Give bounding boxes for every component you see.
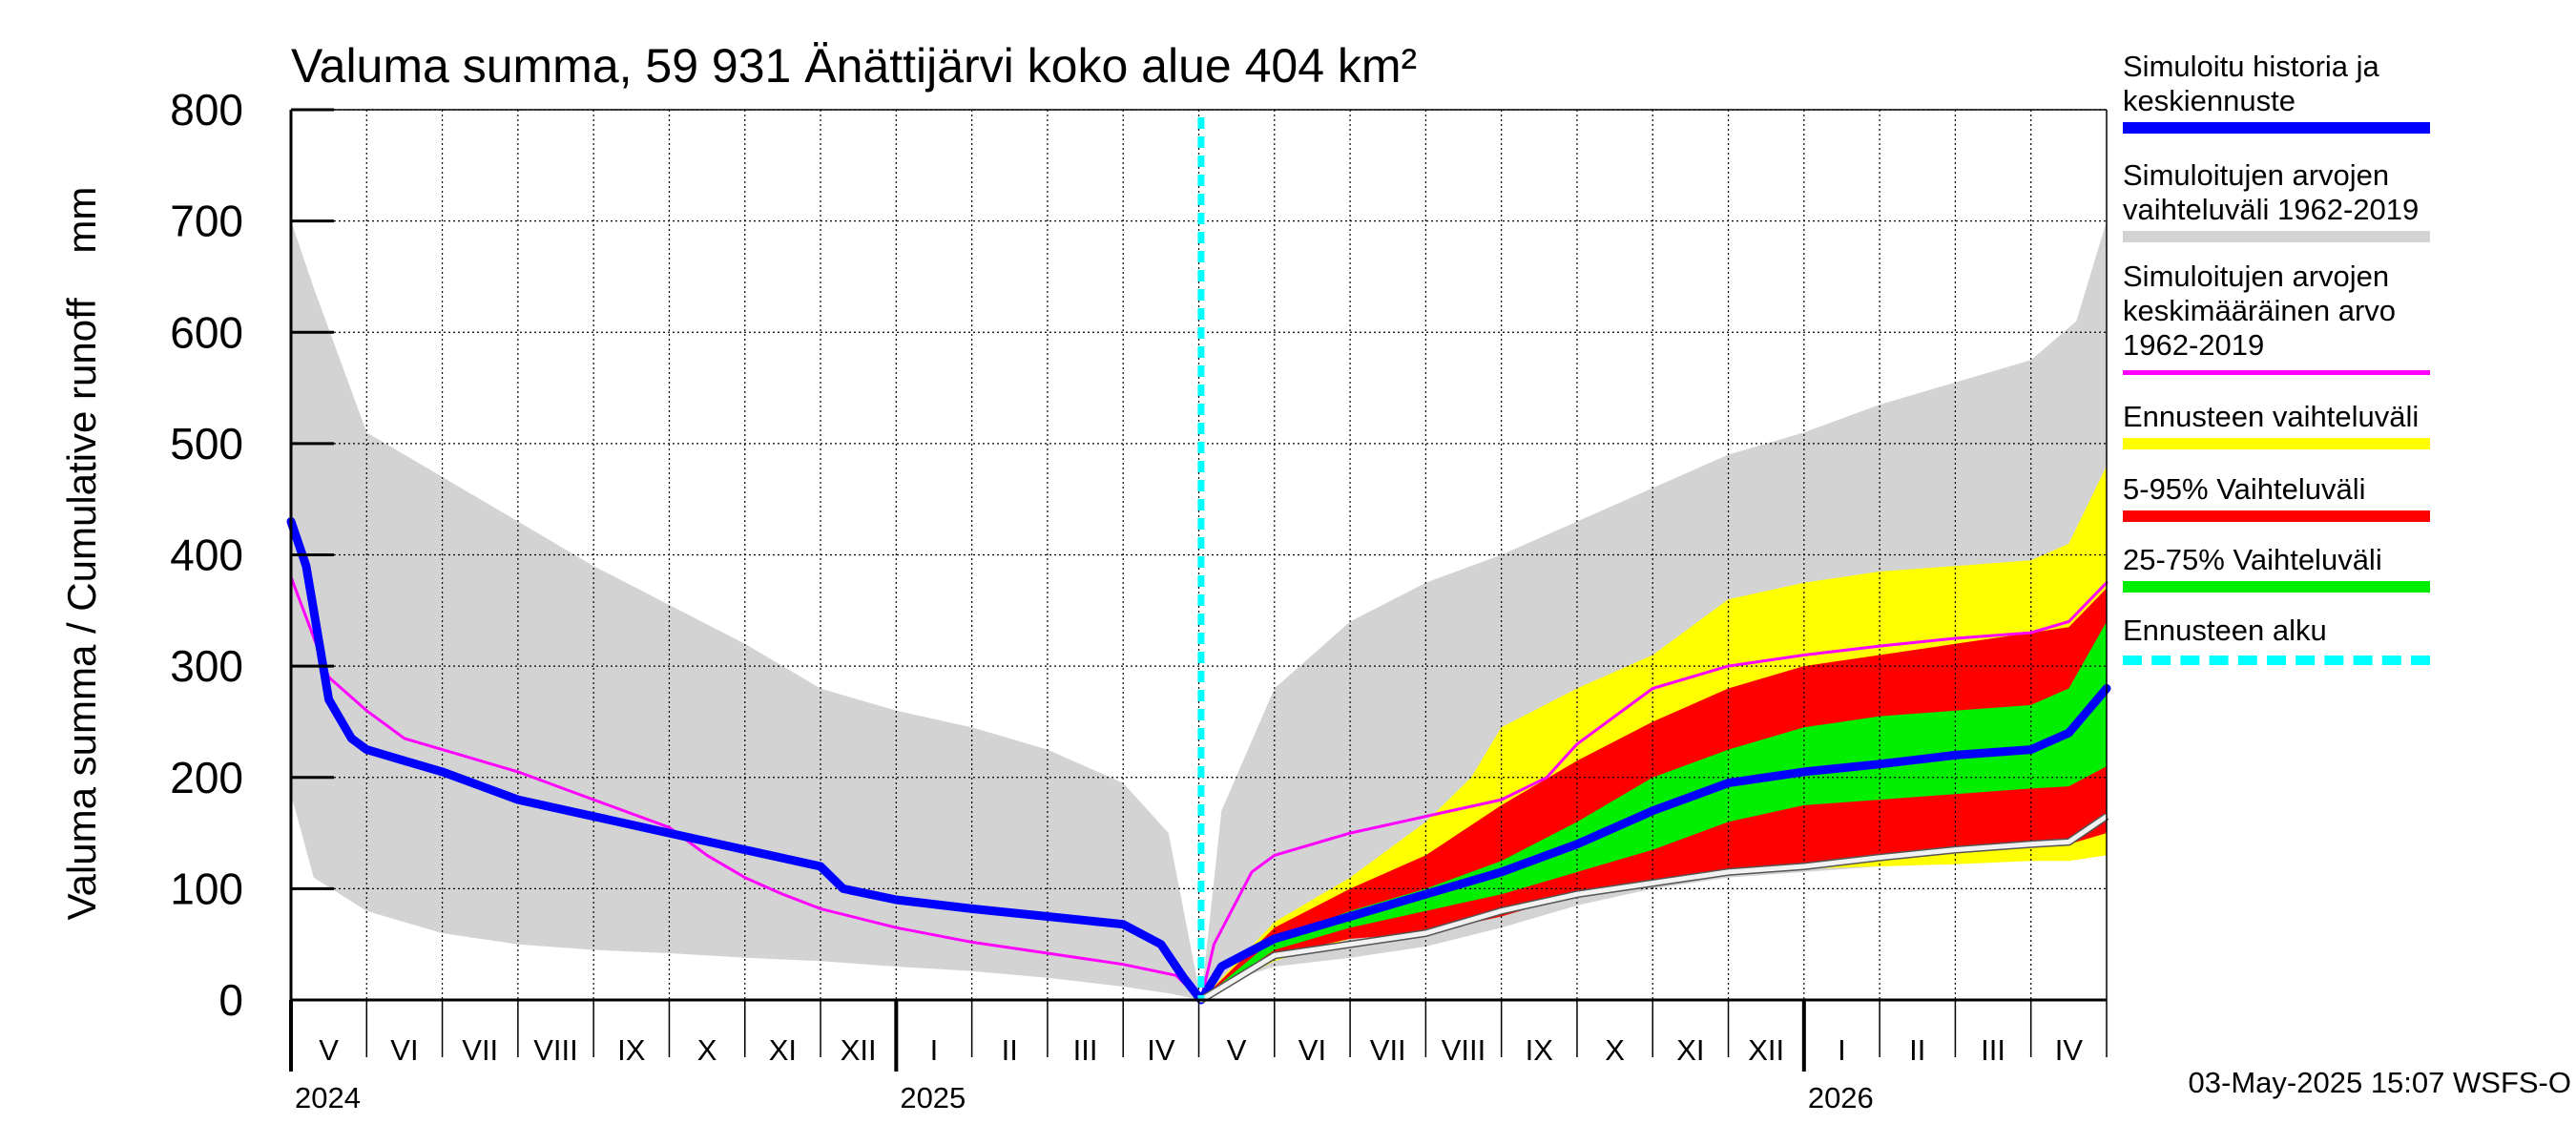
month-label: VII [462,1033,498,1067]
legend-swatch [2123,581,2430,593]
y-tick-label: 600 [170,307,243,357]
legend-label: Ennusteen vaihteluväli [2123,400,2420,433]
legend-swatch [2123,231,2430,242]
month-label: X [697,1033,717,1067]
y-tick-label: 100 [170,864,243,913]
legend-label: 25-75% Vaihteluväli [2123,543,2382,576]
chart-lines [286,117,2111,1005]
legend-item: Ennusteen alku [2123,614,2571,665]
y-tick-label: 800 [170,85,243,135]
month-label: I [1838,1033,1846,1067]
month-label: XI [769,1033,797,1067]
legend-swatch [2123,438,2430,449]
legend: Simuloitu historia ja keskiennuste Simulo… [2123,50,2571,665]
month-label: V [1227,1033,1247,1067]
y-tick-label: 400 [170,531,243,580]
y-tick-label: 0 [218,975,243,1025]
month-label: VIII [533,1033,578,1067]
month-label: IX [617,1033,646,1067]
month-label: VIII [1442,1033,1486,1067]
month-label: XII [841,1033,877,1067]
month-label: IX [1526,1033,1554,1067]
legend-item: 25-75% Vaihteluväli [2123,543,2571,593]
legend-swatch [2123,122,2430,134]
month-label: I [930,1033,939,1067]
legend-item: Simuloitujen arvojen vaihteluväli 1962-2… [2123,158,2571,242]
legend-item: Ennusteen vaihteluväli [2123,400,2571,449]
month-label: II [1909,1033,1925,1067]
legend-label: Ennusteen alku [2123,614,2327,647]
legend-swatch [2123,370,2430,375]
y-axis-label: Valuma summa / Cumulative runoff mm [59,187,104,921]
series-line-1 [286,517,2111,1005]
month-label: VI [1298,1033,1326,1067]
legend-label: Simuloitujen arvojen keskimääräinen arvo… [2123,260,2397,362]
y-tick-label: 300 [170,641,243,691]
month-label: III [1073,1033,1098,1067]
year-label: 2025 [900,1081,966,1114]
legend-item: Simuloitujen arvojen keskimääräinen arvo… [2123,260,2571,375]
series-line-2 [1198,814,2109,1003]
year-label: 2024 [295,1081,361,1114]
month-label: IV [1147,1033,1175,1067]
month-label: XI [1676,1033,1704,1067]
month-label: V [319,1033,339,1067]
month-label: XII [1748,1033,1784,1067]
legend-swatch [2123,656,2430,665]
month-label: III [1981,1033,2005,1067]
y-tick-label: 700 [170,197,243,246]
month-label: II [1002,1033,1018,1067]
y-tick-label: 200 [170,753,243,802]
legend-label: Simuloitujen arvojen vaihteluväli 1962-2… [2123,158,2420,226]
month-label: X [1605,1033,1625,1067]
legend-label: Simuloitu historia ja keskiennuste [2123,50,2379,117]
legend-item: Simuloitu historia ja keskiennuste [2123,50,2571,134]
y-tick-label: 500 [170,419,243,468]
timestamp: 03-May-2025 15:07 WSFS-O [2189,1066,2571,1099]
chart-title: Valuma summa, 59 931 Änättijärvi koko al… [291,39,1417,93]
year-label: 2026 [1808,1081,1874,1114]
legend-item: 5-95% Vaihteluväli [2123,472,2571,522]
month-label: IV [2055,1033,2084,1067]
month-label: VI [390,1033,418,1067]
month-label: VII [1370,1033,1406,1067]
legend-swatch [2123,510,2430,522]
legend-label: 5-95% Vaihteluväli [2123,472,2366,506]
